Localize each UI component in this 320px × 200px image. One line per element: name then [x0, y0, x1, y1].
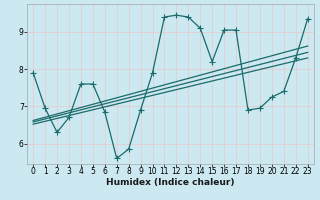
X-axis label: Humidex (Indice chaleur): Humidex (Indice chaleur) [106, 178, 235, 187]
